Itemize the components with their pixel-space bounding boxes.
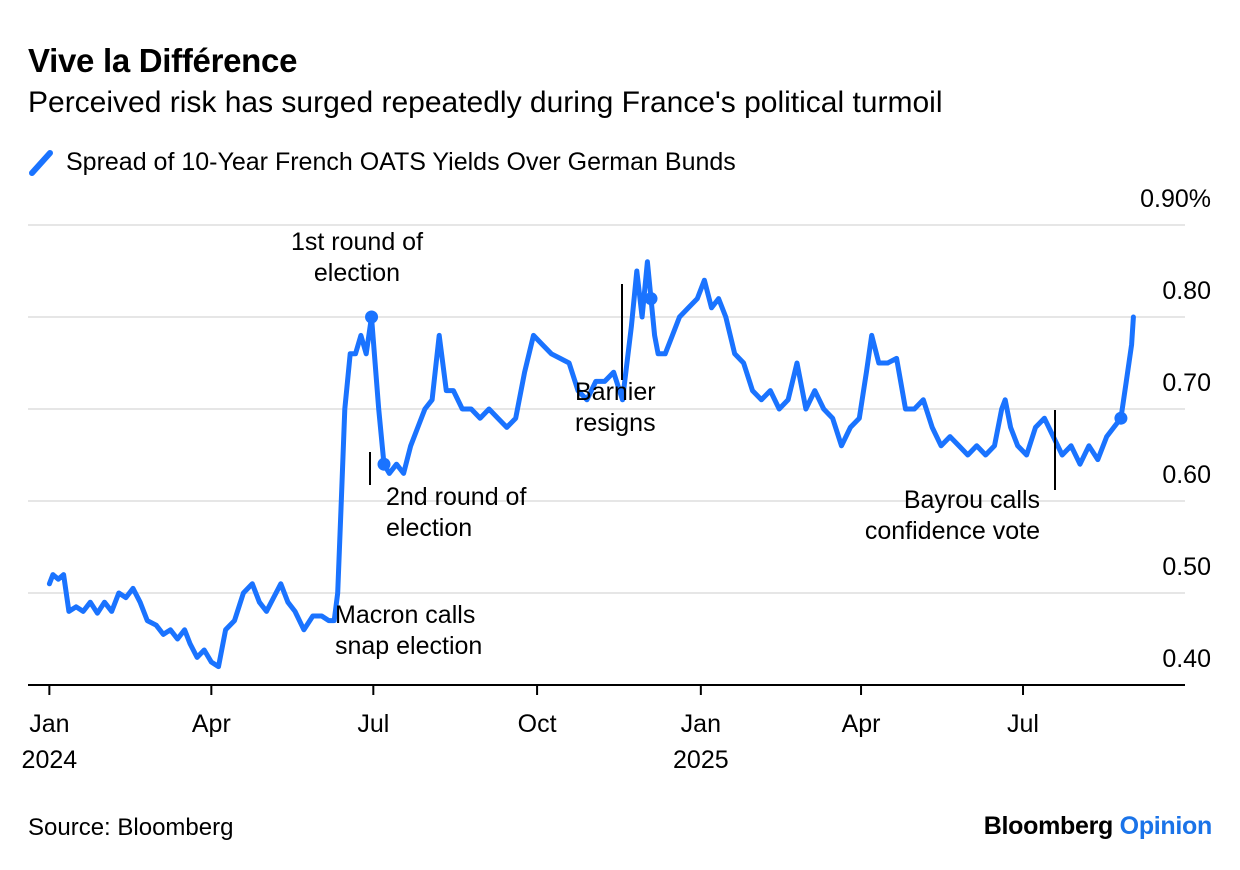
x-tick-label: Oct: [518, 710, 557, 738]
annotation-label: snap election: [335, 632, 482, 660]
annotation-label: Barnier: [575, 378, 656, 406]
brand-logo: Bloomberg Opinion: [983, 812, 1213, 841]
chart-subtitle: Perceived risk has surged repeatedly dur…: [28, 86, 943, 119]
annotation-label: confidence vote: [865, 517, 1040, 545]
chart-legend: Spread of 10-Year French OATS Yields Ove…: [28, 148, 736, 177]
legend-label: Spread of 10-Year French OATS Yields Ove…: [66, 148, 736, 176]
series-line: [46, 259, 1136, 670]
annotation-label: 2nd round of: [386, 483, 526, 511]
brand-section: Opinion: [1119, 812, 1213, 840]
x-tick-label: Jan: [681, 710, 721, 738]
y-tick-label: 0.50: [1162, 553, 1211, 581]
x-tick-label: Jan: [29, 710, 69, 738]
source-note: Source: Bloomberg: [28, 814, 234, 841]
x-tick-year-label: 2024: [22, 746, 78, 774]
chart-title: Vive la Différence: [28, 42, 298, 79]
y-tick-label: 0.60: [1162, 461, 1211, 489]
annotation-label: 1st round of: [291, 228, 423, 256]
annotation-marker: [365, 310, 379, 324]
x-tick-label: Jul: [1007, 710, 1039, 738]
legend-swatch-icon: [29, 149, 53, 176]
x-tick-label: Apr: [192, 710, 231, 738]
y-tick-label: 0.90%: [1140, 185, 1211, 213]
x-tick-label: Jul: [357, 710, 389, 738]
annotation-marker: [377, 457, 391, 471]
y-tick-label: 0.80: [1162, 277, 1211, 305]
annotation-marker: [1114, 411, 1128, 425]
brand-name: Bloomberg: [983, 812, 1114, 840]
y-tick-label: 0.70: [1162, 369, 1211, 397]
annotation-label: election: [314, 259, 400, 287]
annotation-label: resigns: [575, 409, 656, 437]
annotation-label: Macron calls: [335, 601, 475, 629]
annotation-label: Bayrou calls: [904, 486, 1040, 514]
x-tick-label: Apr: [842, 710, 881, 738]
x-tick-year-label: 2025: [673, 746, 729, 774]
y-tick-label: 0.40: [1162, 645, 1211, 673]
annotation-marker: [644, 292, 658, 306]
annotation-label: election: [386, 514, 472, 542]
